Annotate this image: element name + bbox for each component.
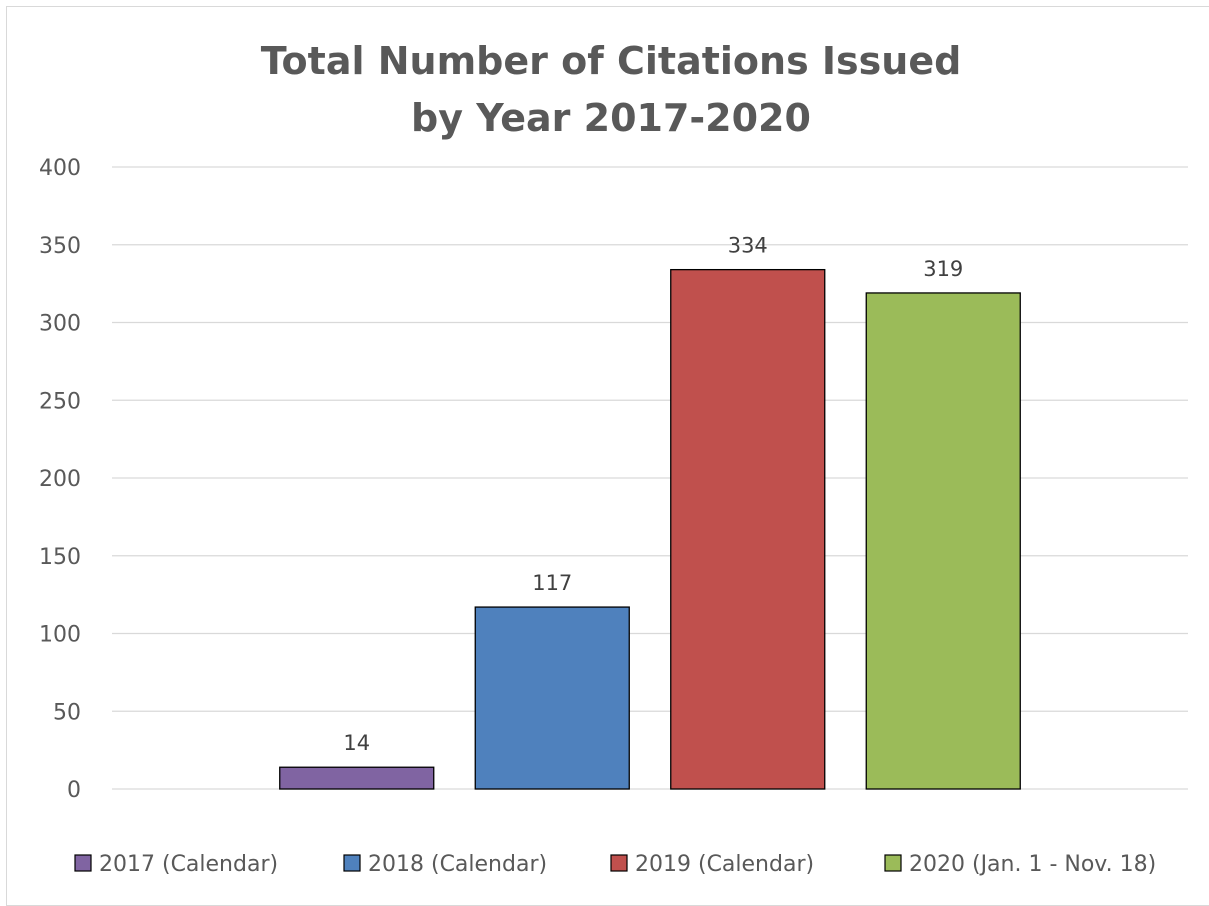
legend-label-4: 2020 (Jan. 1 - Nov. 18) — [909, 852, 1156, 877]
chart-title-line-1: Total Number of Citations Issued — [261, 39, 962, 83]
legend-swatch-4 — [884, 854, 902, 872]
data-labels: 14 117 334 319 — [343, 234, 963, 756]
data-label-3: 334 — [728, 234, 768, 258]
legend-label-3: 2019 (Calendar) — [635, 852, 814, 877]
chart-title-line-2: by Year 2017-2020 — [411, 96, 811, 140]
y-tick-label: 400 — [39, 156, 81, 181]
bar-2 — [474, 606, 630, 790]
y-tick-label: 0 — [67, 778, 81, 803]
y-tick-label: 150 — [39, 545, 81, 570]
data-label-4: 319 — [923, 257, 963, 281]
legend-label-2: 2018 (Calendar) — [368, 852, 547, 877]
y-axis: 0 50 100 150 200 250 300 350 400 — [39, 156, 81, 803]
y-tick-label: 350 — [39, 234, 81, 259]
y-tick-label: 250 — [39, 389, 81, 414]
legend-swatch-1 — [74, 854, 92, 872]
y-tick-label: 200 — [39, 467, 81, 492]
gridlines — [112, 166, 1188, 790]
data-label-2: 117 — [532, 571, 572, 595]
y-tick-label: 50 — [53, 700, 81, 725]
y-tick-label: 100 — [39, 623, 81, 648]
y-tick-label: 300 — [39, 312, 81, 337]
legend-swatch-2 — [343, 854, 361, 872]
legend-swatch-3 — [610, 854, 628, 872]
legend-label-1: 2017 (Calendar) — [99, 852, 278, 877]
bar-3 — [670, 268, 826, 790]
bar-1 — [279, 766, 435, 790]
data-label-1: 14 — [343, 731, 370, 755]
bars — [279, 268, 1021, 790]
bar-4 — [865, 292, 1021, 790]
legend: 2017 (Calendar) 2018 (Calendar) 2019 (Cale… — [74, 852, 1156, 877]
